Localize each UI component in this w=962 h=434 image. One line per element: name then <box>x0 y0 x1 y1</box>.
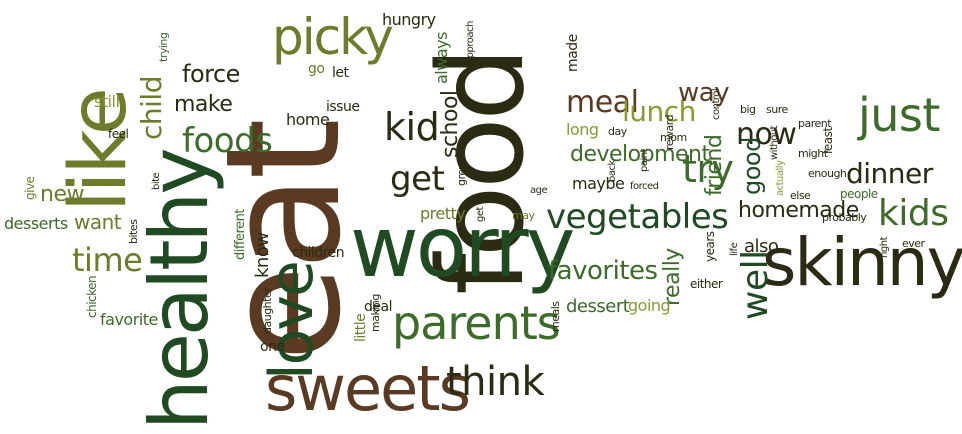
word-favorites: favorites <box>548 256 658 286</box>
word-now: now <box>736 117 797 152</box>
word-vegetables: vegetables <box>546 197 729 237</box>
word-know: know <box>252 232 273 278</box>
word-way: way <box>678 78 730 108</box>
word-desserts: desserts <box>4 214 68 233</box>
word-years: years <box>703 231 717 262</box>
word-new: new <box>40 182 84 207</box>
word-paint: paint <box>639 148 650 172</box>
word-development: development <box>570 142 710 167</box>
word-hungry: hungry <box>382 10 436 29</box>
word-kids: kids <box>878 193 949 234</box>
word-daughter: daughter <box>261 287 274 334</box>
word-feel: feel <box>108 127 129 141</box>
word-approach: approach <box>465 21 476 64</box>
word-one: one <box>260 339 285 355</box>
word-day: day <box>608 125 627 138</box>
word-sure: sure <box>766 103 788 116</box>
word-think: think <box>446 359 545 405</box>
word-making: making <box>369 294 382 332</box>
word-made: made <box>565 34 581 72</box>
word-go: go <box>308 61 325 77</box>
word-life: life <box>729 242 740 256</box>
word-let: let <box>332 65 349 81</box>
word-actually: actually <box>775 160 786 197</box>
word-back: back <box>607 160 618 182</box>
word-worry: worry <box>350 198 575 296</box>
word-age: age <box>530 185 548 196</box>
word-right: right <box>879 237 890 258</box>
word-going: going <box>628 296 671 315</box>
word-grew: grew <box>455 160 468 186</box>
word-forced: forced <box>630 181 659 192</box>
word-favorite: favorite <box>100 310 158 329</box>
word-just: just <box>858 88 940 142</box>
word-school: school <box>438 90 463 158</box>
word-time: time <box>72 241 143 279</box>
word-friend: friend <box>702 134 727 196</box>
word-probably: probably <box>822 211 867 224</box>
word-little: little <box>353 313 369 342</box>
word-may: may <box>512 209 535 222</box>
word-without: without <box>769 125 780 160</box>
word-either: either <box>690 277 723 291</box>
word-also: also <box>744 236 779 257</box>
word-deal: deal <box>364 299 392 315</box>
word-people: people <box>840 187 878 201</box>
word-issue: issue <box>326 99 360 115</box>
word-good: good <box>738 137 766 195</box>
word-give: give <box>23 176 37 200</box>
word-get: get <box>390 159 445 199</box>
word-picky: picky <box>272 8 394 66</box>
word-make: make <box>174 92 233 117</box>
word-lunch: lunch <box>622 95 696 128</box>
word-children: children <box>292 245 345 261</box>
word-different: different <box>233 209 248 260</box>
word-dinner: dinner <box>846 157 933 190</box>
word-child: child <box>135 76 168 140</box>
word-always: always <box>432 32 451 84</box>
word-meal: meal <box>566 85 639 120</box>
word-pretty: pretty <box>420 204 466 223</box>
word-bites: bites <box>127 219 140 244</box>
word-sweets: sweets <box>265 352 471 425</box>
word-bite: bite <box>151 172 162 190</box>
word-kid: kid <box>384 105 440 149</box>
word-well: well <box>735 250 776 320</box>
word-control: control <box>711 88 722 120</box>
word-ever: ever <box>902 237 925 250</box>
word-long: long <box>566 120 599 139</box>
word-least: least <box>821 127 835 154</box>
word-might: might <box>798 147 828 160</box>
word-homemade: homemade <box>738 198 859 223</box>
word-healthy: healthy <box>133 150 226 430</box>
word-trying: trying <box>157 32 170 62</box>
word-foods: foods <box>182 121 273 161</box>
word-chicken: chicken <box>85 275 99 318</box>
word-parents: parents <box>392 296 561 350</box>
word-home: home <box>286 110 330 129</box>
word-want: want <box>74 210 122 234</box>
word-meals: meals <box>549 301 562 332</box>
word-lot: lot <box>513 152 524 164</box>
word-maybe: maybe <box>572 174 625 193</box>
word-mom: mom <box>660 131 687 144</box>
word-dessert: dessert <box>566 296 630 317</box>
word-parent: parent <box>798 117 832 130</box>
word-get-small: get <box>475 207 486 222</box>
word-skinny: skinny <box>762 224 962 301</box>
word-still: still <box>94 92 120 111</box>
word-else: else <box>790 189 811 202</box>
word-enough: enough <box>808 167 847 180</box>
word-big: big <box>740 103 756 116</box>
word-force: force <box>182 60 240 88</box>
word-try: try <box>682 147 734 191</box>
